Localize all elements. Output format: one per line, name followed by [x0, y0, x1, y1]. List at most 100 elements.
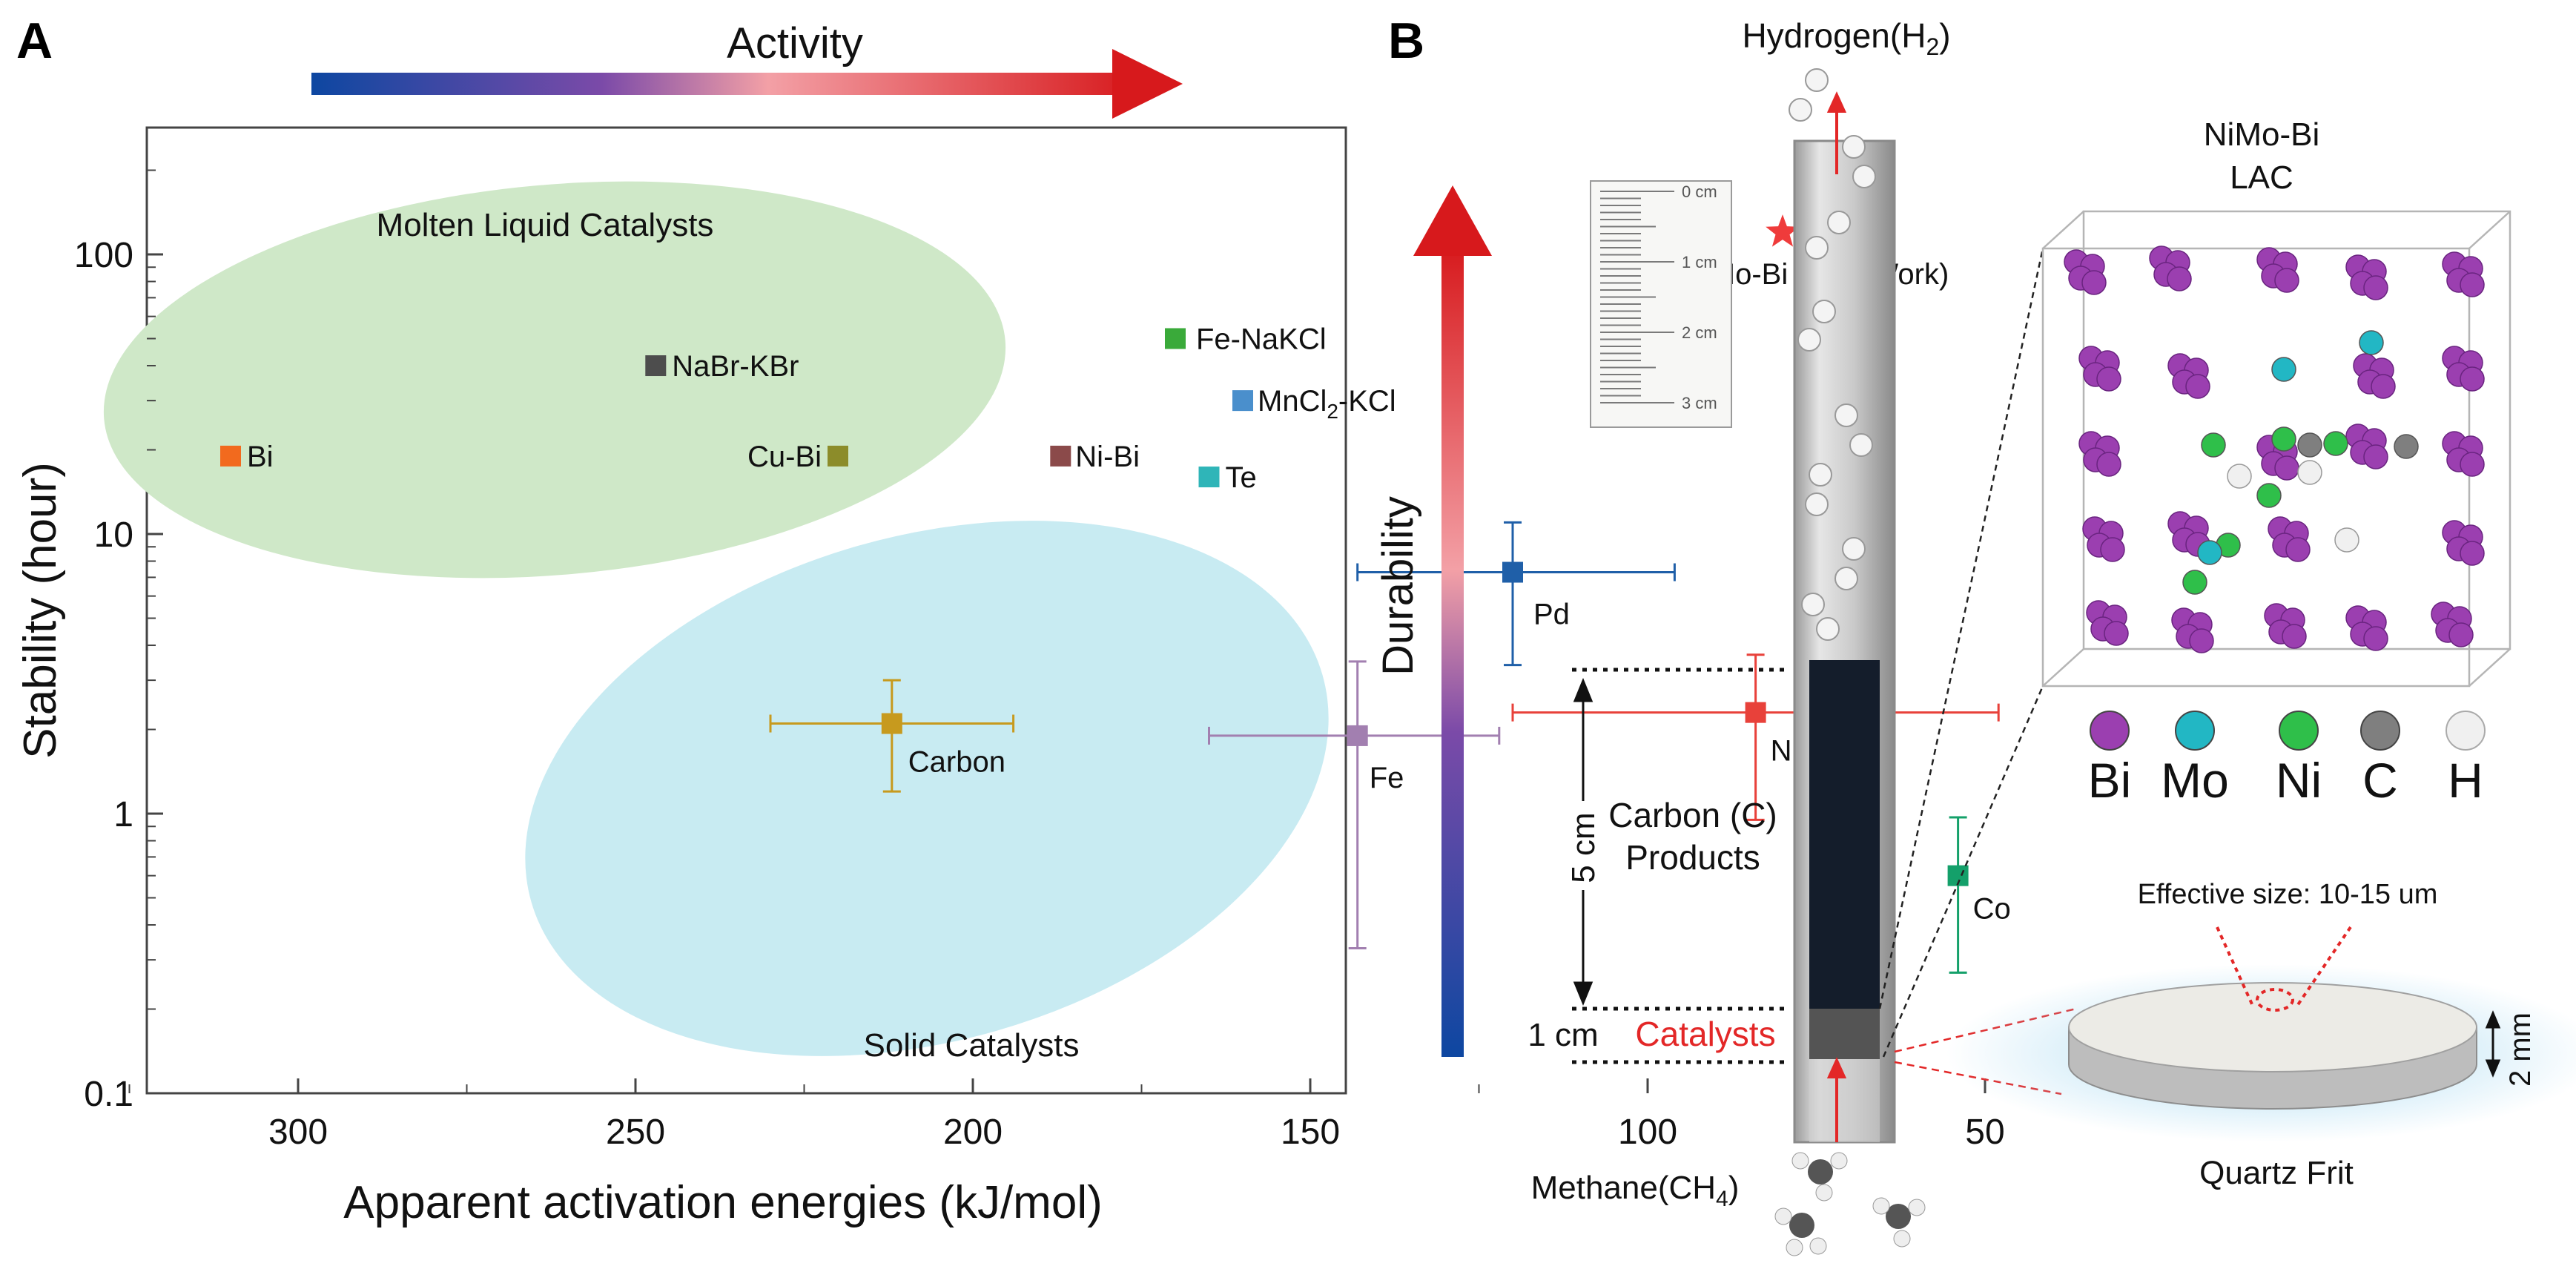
- point-carbon: Carbon: [769, 679, 1015, 793]
- bi-atom: [2363, 444, 2388, 469]
- region-label-molten: Molten Liquid Catalysts: [377, 207, 714, 243]
- point-bi: Bi: [220, 441, 274, 473]
- x-tick-label: 150: [1281, 1113, 1340, 1152]
- plot-frame: [145, 126, 1347, 1095]
- bi-atom: [2448, 622, 2474, 647]
- mo-legend-sphere: [2175, 711, 2215, 751]
- bi-atom: [2189, 628, 2214, 653]
- hydrogen-molecules: [1789, 68, 1876, 641]
- point-fe: Fe: [1208, 660, 1501, 950]
- atom-legend-label: H: [2448, 753, 2483, 808]
- point-cu-bi: Cu-Bi: [747, 441, 848, 473]
- bi-atom: [2274, 268, 2299, 293]
- point-label: Fe-NaKCl: [1196, 323, 1327, 355]
- bi-legend-sphere: [2090, 711, 2130, 751]
- square-marker: [1165, 328, 1186, 349]
- point-label: Cu-Bi: [747, 441, 822, 473]
- bi-atom: [2167, 266, 2192, 291]
- point-label: Ni-Bi: [1075, 441, 1140, 473]
- h-legend-sphere: [2445, 711, 2486, 751]
- bi-atom: [2096, 452, 2121, 477]
- bi-atom: [2081, 270, 2107, 295]
- ni-atom: [2256, 483, 2282, 508]
- mo-atom: [2197, 540, 2222, 565]
- hydrogen-label: Hydrogen(H2): [1742, 16, 1950, 60]
- carbon-length-label: 5 cm: [1565, 812, 1602, 883]
- atom-legend: Bi Mo Ni C H: [2088, 711, 2486, 808]
- durability-arrow: [1413, 185, 1492, 1057]
- atom-legend-label: Ni: [2276, 753, 2322, 808]
- mo-atom: [2359, 330, 2384, 355]
- bi-atom: [2363, 275, 2388, 300]
- square-marker: [1198, 467, 1220, 488]
- solid-catalyst-region: [525, 521, 1329, 1056]
- h-atom: [2334, 527, 2359, 553]
- bi-atom: [2285, 537, 2311, 562]
- frit-thickness-label: 2 mm: [2504, 1012, 2537, 1087]
- square-marker: [1347, 725, 1368, 746]
- c-atom: [2394, 434, 2419, 459]
- mo-atom: [2271, 357, 2296, 382]
- carbon-label-line2: Products: [1625, 838, 1760, 877]
- point-co: Co: [1947, 816, 2011, 974]
- bi-atom: [2460, 452, 2485, 477]
- ruler: 0 cm 1 cm 2 cm 3 cm: [1590, 180, 1732, 428]
- point-nabr-kbr: NaBr-KBr: [645, 350, 799, 383]
- lac-atoms: [2064, 245, 2485, 653]
- x-tick-label: 100: [1618, 1113, 1677, 1152]
- h-atom: [2227, 464, 2252, 489]
- star-marker: [1766, 214, 1800, 247]
- region-label-solid: Solid Catalysts: [863, 1027, 1079, 1064]
- frit-label: Quartz Frit: [2199, 1155, 2354, 1191]
- square-marker: [1502, 561, 1523, 583]
- y-tick-label: 0.1: [84, 1075, 133, 1114]
- bi-atom: [2104, 621, 2129, 646]
- bi-atom: [2274, 455, 2299, 481]
- square-marker: [828, 445, 848, 467]
- point-label: Pd: [1533, 599, 1570, 631]
- x-tick-label: 200: [943, 1113, 1003, 1152]
- point-label: Fe: [1370, 762, 1404, 794]
- point-label: NaBr-KBr: [672, 350, 799, 383]
- point-ni-bi: Ni-Bi: [1050, 441, 1140, 473]
- bi-atom: [2100, 537, 2125, 562]
- point-label: MnCl2-KCl: [1258, 385, 1396, 423]
- durability-label: Durability: [1374, 496, 1422, 676]
- catalyst-layer: [1809, 1009, 1880, 1059]
- ni-atom: [2323, 431, 2348, 456]
- panel-label-a: A: [16, 13, 53, 69]
- reactor-tube: [1793, 139, 1896, 1144]
- quartz-frit: [1946, 964, 2576, 1142]
- square-marker: [645, 355, 667, 377]
- square-marker: [1050, 445, 1071, 467]
- ruler-label-2: 2 cm: [1682, 323, 1717, 342]
- atom-legend-label: C: [2362, 753, 2398, 808]
- molten-liquid-region: [103, 181, 1006, 579]
- ni-atom: [2201, 432, 2226, 458]
- lac-title-line1: NiMo-Bi: [2204, 116, 2319, 153]
- point-te: Te: [1198, 461, 1257, 494]
- ni-atom: [2271, 426, 2296, 452]
- square-marker: [1232, 390, 1253, 412]
- activity-arrow: [311, 49, 1183, 119]
- lac-title-line2: LAC: [2230, 159, 2293, 196]
- bi-atom: [2371, 374, 2396, 399]
- bi-atom: [2185, 374, 2210, 399]
- bi-atom: [2460, 272, 2485, 297]
- frit-thickness-dimension: [2485, 1010, 2501, 1078]
- atom-legend-label: Bi: [2088, 753, 2132, 808]
- catalyst-label: Catalysts: [1635, 1015, 1775, 1053]
- ruler-label-1: 1 cm: [1682, 253, 1717, 271]
- x-axis-label: Apparent activation energies (kJ/mol): [343, 1177, 1102, 1228]
- bi-atom: [2460, 366, 2485, 392]
- x-tick-label: 250: [606, 1113, 665, 1152]
- bi-atom: [2096, 366, 2121, 392]
- pore-callout: [2216, 926, 2352, 1012]
- axes: 0.1 1 10 100 300 250 200 150 100 50: [74, 169, 2155, 1152]
- methane-molecules: [1774, 1152, 1926, 1256]
- point-mncl-kcl: MnCl2-KCl: [1232, 385, 1396, 423]
- y-tick-label: 1: [113, 795, 133, 834]
- ruler-label-0: 0 cm: [1682, 182, 1717, 201]
- point-fe-nakcl: Fe-NaKCl: [1165, 323, 1327, 355]
